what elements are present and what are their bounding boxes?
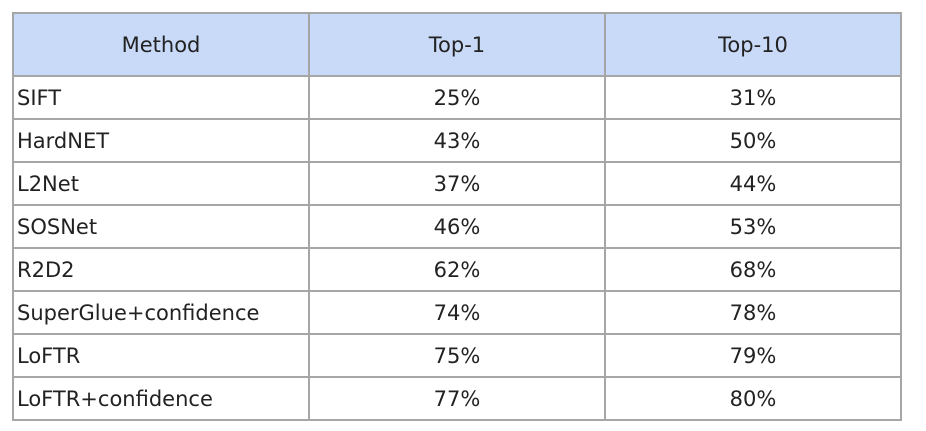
header-cell: Top-1	[308, 12, 606, 77]
table-row: L2Net 37% 44%	[12, 161, 902, 206]
method-cell: LoFTR	[12, 333, 310, 378]
results-table: Method Top-1 Top-10 SIFT 25% 31% HardNET 43% 50…	[12, 12, 902, 421]
score-cell: 50%	[604, 118, 902, 163]
table-body: SIFT 25% 31% HardNET 43% 50% L2Net 37% 44% SOSNet…	[12, 75, 902, 421]
table-row: R2D2 62% 68%	[12, 247, 902, 292]
score-cell: 46%	[308, 204, 606, 249]
score-cell: 43%	[308, 118, 606, 163]
method-cell: SIFT	[12, 75, 310, 120]
score-cell: 80%	[604, 376, 902, 421]
score-cell: 53%	[604, 204, 902, 249]
table-row: SuperGlue+confidence 74% 78%	[12, 290, 902, 335]
score-cell: 62%	[308, 247, 606, 292]
method-cell: SOSNet	[12, 204, 310, 249]
method-cell: SuperGlue+confidence	[12, 290, 310, 335]
table-head: Method Top-1 Top-10	[12, 12, 902, 77]
method-cell: L2Net	[12, 161, 310, 206]
score-cell: 78%	[604, 290, 902, 335]
score-cell: 31%	[604, 75, 902, 120]
method-cell: HardNET	[12, 118, 310, 163]
header-cell: Top-10	[604, 12, 902, 77]
table-row: LoFTR+confidence 77% 80%	[12, 376, 902, 421]
score-cell: 25%	[308, 75, 606, 120]
table-row: HardNET 43% 50%	[12, 118, 902, 163]
score-cell: 79%	[604, 333, 902, 378]
score-cell: 77%	[308, 376, 606, 421]
method-cell: R2D2	[12, 247, 310, 292]
table-row: SOSNet 46% 53%	[12, 204, 902, 249]
score-cell: 37%	[308, 161, 606, 206]
score-cell: 75%	[308, 333, 606, 378]
score-cell: 74%	[308, 290, 606, 335]
score-cell: 44%	[604, 161, 902, 206]
table-row: SIFT 25% 31%	[12, 75, 902, 120]
header-row: Method Top-1 Top-10	[12, 12, 902, 77]
header-cell: Method	[12, 12, 310, 77]
method-cell: LoFTR+confidence	[12, 376, 310, 421]
score-cell: 68%	[604, 247, 902, 292]
table-row: LoFTR 75% 79%	[12, 333, 902, 378]
